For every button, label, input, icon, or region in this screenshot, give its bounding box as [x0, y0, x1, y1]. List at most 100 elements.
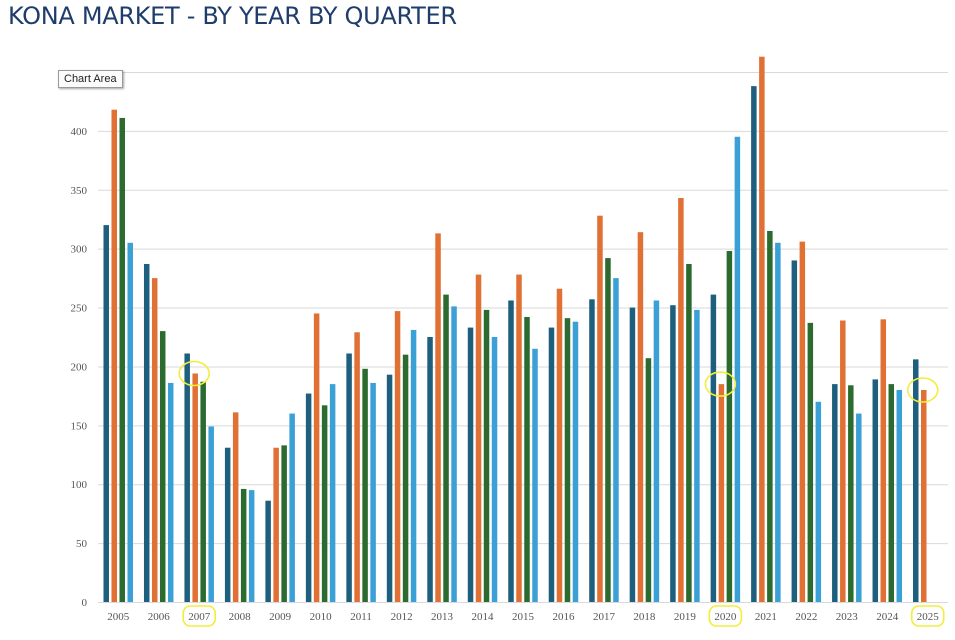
- y-tick-label: 350: [71, 185, 88, 197]
- bar: [516, 274, 522, 602]
- bar: [791, 260, 798, 602]
- bars: [103, 56, 927, 603]
- highlight-ring: [182, 605, 216, 627]
- bar: [524, 316, 530, 602]
- y-tick-label: 300: [71, 244, 88, 256]
- bar: [589, 299, 595, 602]
- bar: [759, 56, 765, 602]
- x-tick-label: 2012: [391, 611, 413, 623]
- bar: [111, 109, 117, 602]
- bar: [443, 294, 449, 602]
- bar: [167, 382, 174, 602]
- bar: [921, 390, 927, 602]
- bar: [248, 490, 255, 602]
- bar: [491, 337, 498, 602]
- y-tick-label: 250: [71, 303, 88, 315]
- bar: [386, 374, 393, 602]
- bar: [427, 337, 433, 602]
- bar: [289, 413, 295, 602]
- bar: [670, 305, 676, 602]
- x-tick-label: 2024: [876, 611, 899, 623]
- bar: [637, 232, 644, 602]
- bar: [734, 136, 741, 602]
- bar: [483, 309, 490, 602]
- y-axis-ticks: 0 50 100 150 200 250 300 350 400: [71, 126, 88, 609]
- x-tick-label: 2006: [148, 611, 171, 623]
- x-tick-label: 2009: [269, 611, 292, 623]
- bar: [532, 348, 538, 602]
- bar: [265, 500, 271, 602]
- bar: [402, 354, 409, 602]
- x-tick-label: 2015: [512, 611, 535, 623]
- bar: [613, 278, 619, 602]
- x-tick-label: 2005: [107, 611, 130, 623]
- bar: [281, 445, 287, 602]
- bar: [807, 322, 814, 602]
- x-tick-label: 2008: [229, 611, 252, 623]
- x-tick-label: 2017: [593, 611, 616, 623]
- gridlines: [98, 72, 948, 603]
- bar: [184, 353, 190, 602]
- bar: [799, 241, 806, 602]
- bar: [362, 368, 368, 602]
- bar: [840, 320, 846, 602]
- bar: [143, 263, 150, 602]
- y-tick-label: 150: [71, 420, 88, 432]
- bar: [896, 390, 903, 602]
- bar: [556, 288, 563, 602]
- bar: [629, 307, 636, 602]
- bar: [686, 263, 692, 602]
- bar: [103, 225, 109, 602]
- bar: [321, 405, 328, 602]
- y-tick-label: 0: [82, 597, 88, 609]
- bar: [313, 313, 320, 602]
- bar: [751, 86, 757, 603]
- bar: [305, 393, 312, 602]
- bar: [394, 311, 401, 602]
- highlight-ring: [704, 371, 737, 397]
- bar: [224, 447, 231, 602]
- bar: [208, 426, 214, 602]
- bar: [451, 306, 457, 602]
- bar: [232, 412, 239, 602]
- y-tick-label: 50: [76, 538, 88, 550]
- bar: [273, 447, 279, 602]
- bar: [913, 359, 919, 602]
- bar: [548, 327, 555, 602]
- bar: [605, 258, 611, 602]
- bar: [848, 385, 854, 602]
- x-tick-label: 2025: [917, 611, 940, 623]
- bar: [880, 319, 887, 602]
- bar: [678, 198, 684, 602]
- bar: [151, 278, 158, 602]
- highlight-marks: [178, 360, 945, 627]
- bar: [597, 215, 603, 602]
- bar: [508, 300, 514, 602]
- x-tick-label: 2013: [431, 611, 454, 623]
- bar: [645, 358, 652, 602]
- bar: [694, 309, 700, 602]
- x-tick-label: 2010: [310, 611, 333, 623]
- bar: [572, 321, 579, 602]
- bar: [346, 353, 352, 602]
- x-tick-label: 2019: [674, 611, 697, 623]
- bar: [872, 379, 879, 602]
- y-tick-label: 200: [71, 361, 88, 373]
- x-tick-label: 2021: [755, 611, 777, 623]
- bar: [329, 384, 336, 602]
- bar: [564, 318, 571, 602]
- bar: [653, 300, 660, 602]
- bar: [410, 329, 417, 602]
- bar: [159, 331, 166, 602]
- bar: [127, 242, 133, 602]
- bar: [726, 251, 733, 602]
- highlight-ring: [910, 605, 945, 627]
- bar: [467, 327, 474, 602]
- x-axis-ticks: 2005 2006 2007 2008 2009 2010 2011 2012 2013 2014…: [107, 611, 939, 623]
- bar: [370, 382, 376, 602]
- bar: [767, 231, 773, 602]
- bar: [775, 242, 781, 602]
- x-tick-label: 2011: [350, 611, 372, 623]
- bar: [475, 274, 482, 602]
